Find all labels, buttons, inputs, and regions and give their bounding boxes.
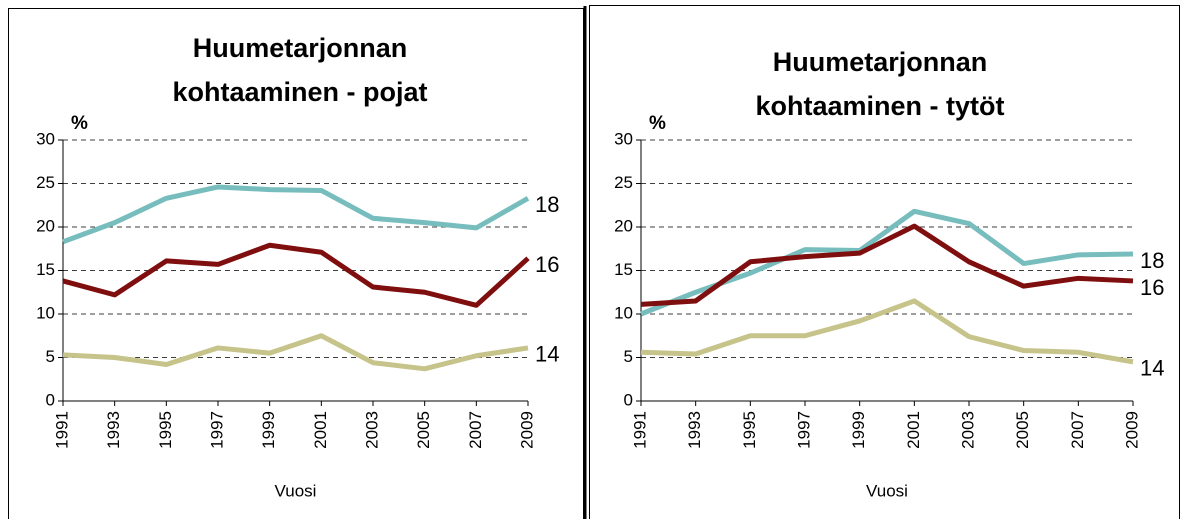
chart-title: Huumetarjonnan kohtaaminen - tytöt — [755, 47, 1005, 121]
series-label: 18 — [1140, 248, 1164, 273]
series-line — [62, 242, 530, 308]
y-tick-label: 20 — [614, 216, 633, 235]
series-label: 16 — [535, 252, 559, 277]
x-tick-label: 1997 — [794, 411, 813, 449]
x-tick-label: 1997 — [207, 411, 226, 449]
y-tick-label: 0 — [624, 390, 633, 409]
x-tick-label: 2005 — [414, 411, 433, 449]
series-line — [62, 184, 530, 245]
x-tick-label: 1995 — [740, 411, 759, 449]
series-label: 14 — [535, 342, 559, 367]
y-tick-label: 0 — [46, 390, 55, 409]
x-tick-label: 1993 — [685, 411, 704, 449]
x-tick-label: 2005 — [1013, 411, 1032, 449]
series-line — [62, 333, 529, 372]
x-axis-label: Vuosi — [866, 481, 908, 500]
panel-border — [589, 5, 1180, 519]
y-tick-label: 5 — [624, 347, 633, 366]
x-tick-label: 1999 — [259, 411, 278, 449]
x-tick-label: 2001 — [904, 411, 923, 449]
series-label: 16 — [1140, 275, 1164, 300]
y-tick-label: 10 — [36, 303, 55, 322]
x-tick-label: 2007 — [466, 411, 485, 449]
x-tick-label: 2009 — [517, 411, 536, 449]
x-tick-label: 1991 — [630, 411, 649, 449]
y-tick-label: 10 — [614, 303, 633, 322]
series-line — [640, 298, 1134, 365]
y-tick-label: 25 — [36, 173, 55, 192]
x-tick-label: 1991 — [52, 411, 71, 449]
x-tick-label: 1993 — [104, 411, 123, 449]
x-tick-label: 1995 — [156, 411, 175, 449]
x-tick-label: 1999 — [849, 411, 868, 449]
y-axis-label: % — [71, 113, 88, 134]
y-tick-label: 30 — [614, 129, 633, 148]
x-tick-label: 2007 — [1068, 411, 1087, 449]
y-tick-label: 15 — [614, 260, 633, 279]
y-tick-label: 30 — [36, 129, 55, 148]
y-axis-label: % — [649, 113, 666, 134]
x-tick-label: 2001 — [311, 411, 330, 449]
x-tick-label: 2003 — [958, 411, 977, 449]
chart-title: Huumetarjonnan kohtaaminen - pojat — [172, 33, 428, 107]
y-tick-label: 25 — [614, 173, 633, 192]
series-line — [640, 223, 1134, 307]
series-label: 18 — [535, 192, 559, 217]
y-tick-label: 15 — [36, 260, 55, 279]
y-tick-label: 5 — [46, 347, 55, 366]
series-label: 14 — [1140, 356, 1164, 381]
y-tick-label: 20 — [36, 216, 55, 235]
x-tick-label: 2009 — [1122, 411, 1141, 449]
x-tick-label: 2003 — [362, 411, 381, 449]
x-axis-label: Vuosi — [275, 481, 317, 500]
